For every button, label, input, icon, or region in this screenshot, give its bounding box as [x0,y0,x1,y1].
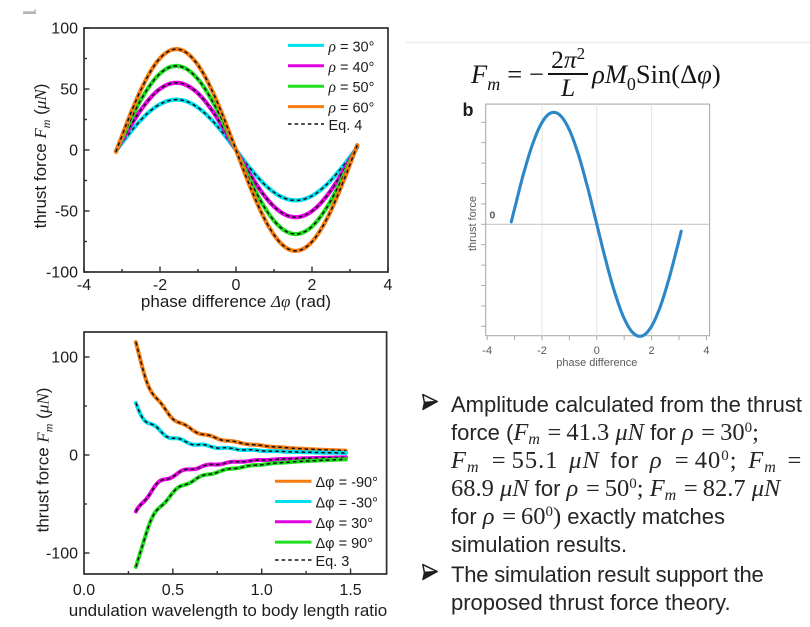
svg-text:phase difference Δφ (rad): phase difference Δφ (rad) [141,292,331,311]
svg-text:100: 100 [51,21,78,38]
svg-text:1.0: 1.0 [251,582,273,599]
svg-text:0: 0 [69,143,78,160]
svg-text:0: 0 [594,345,600,357]
svg-text:0.5: 0.5 [162,582,184,599]
svg-text:undulation wavelength to body: undulation wavelength to body length rat… [69,601,388,620]
svg-text:-100: -100 [46,546,78,563]
svg-text:b: b [463,100,474,120]
svg-text:ρ = 60°: ρ = 60° [328,100,375,117]
svg-text:50: 50 [60,82,78,99]
svg-text:thrust force Fm (μN): thrust force Fm (μN) [31,84,53,229]
svg-text:4: 4 [384,277,393,294]
svg-text:Eq. 4: Eq. 4 [329,118,363,134]
svg-text:0.0: 0.0 [73,582,95,599]
svg-text:0: 0 [490,210,496,222]
svg-text:ρ = 50°: ρ = 50° [328,79,375,96]
svg-text:4: 4 [703,345,709,357]
svg-text:-50: -50 [55,204,78,221]
svg-text:phase difference: phase difference [556,357,637,369]
svg-text:100: 100 [51,350,78,367]
svg-text:thrust force: thrust force [467,196,479,251]
svg-text:-4: -4 [77,277,91,294]
svg-text:ρ = 30°: ρ = 30° [328,38,375,55]
svg-text:Δφ = -90°: Δφ = -90° [316,475,378,491]
svg-text:thrust force Fm (μN): thrust force Fm (μN) [34,388,56,533]
svg-text:2: 2 [649,345,655,357]
svg-text:1.5: 1.5 [339,582,361,599]
svg-text:Eq. 3: Eq. 3 [316,554,350,570]
svg-text:Δφ = -30°: Δφ = -30° [316,496,378,512]
svg-text:2: 2 [308,277,317,294]
svg-text:-4: -4 [482,345,492,357]
svg-text:0: 0 [232,277,241,294]
svg-text:Δφ = 90°: Δφ = 90° [316,536,374,552]
svg-text:-100: -100 [46,265,78,282]
svg-text:0: 0 [69,448,78,465]
svg-text:-2: -2 [153,277,167,294]
svg-text:-2: -2 [537,345,547,357]
svg-text:Δφ = 30°: Δφ = 30° [316,516,374,532]
svg-text:ρ = 40°: ρ = 40° [328,59,375,76]
